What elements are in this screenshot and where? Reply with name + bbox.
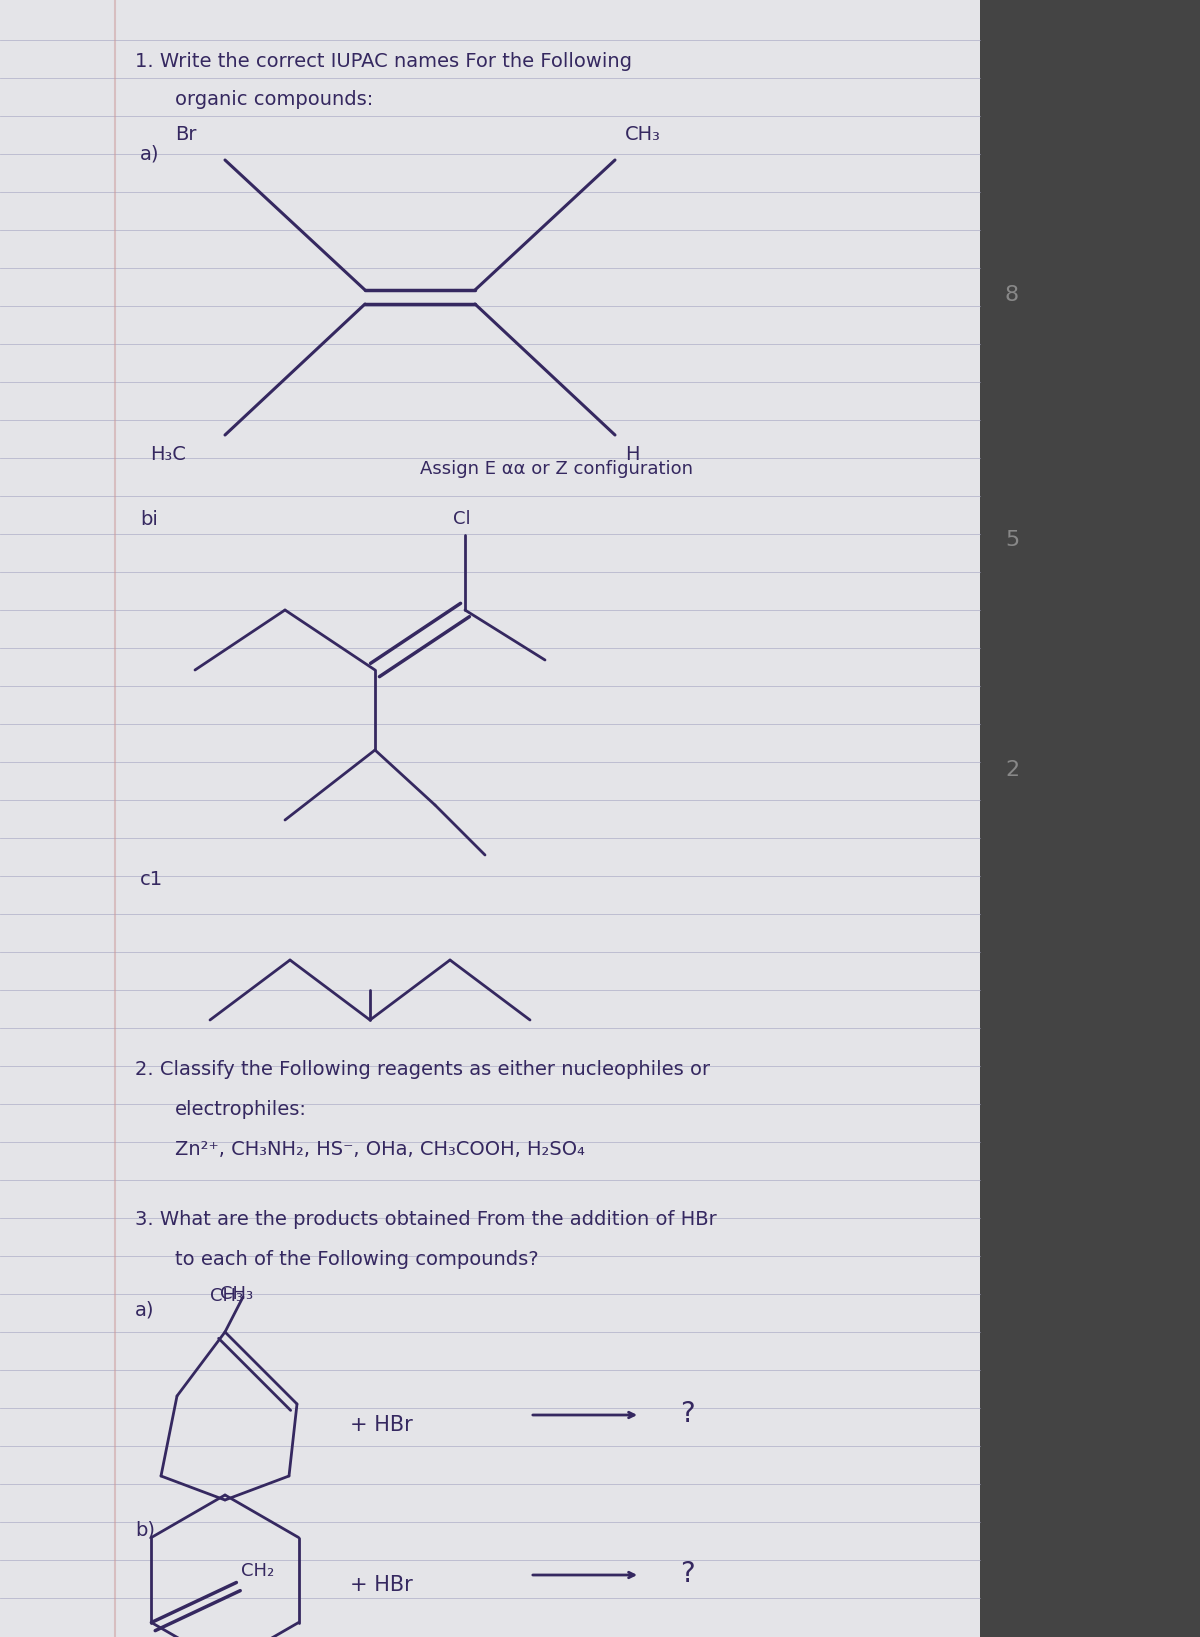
Text: CH₃: CH₃ bbox=[625, 124, 661, 144]
Text: Br: Br bbox=[175, 124, 197, 144]
Text: to each of the Following compounds?: to each of the Following compounds? bbox=[175, 1251, 539, 1269]
Text: CH₃: CH₃ bbox=[220, 1285, 253, 1303]
Text: H: H bbox=[625, 445, 640, 463]
Text: H₃C: H₃C bbox=[150, 445, 186, 463]
Text: 2. Classify the Following reagents as either nucleophiles or: 2. Classify the Following reagents as ei… bbox=[134, 1061, 710, 1079]
Text: 8: 8 bbox=[1006, 285, 1019, 304]
Text: CH₂: CH₂ bbox=[241, 1562, 275, 1580]
Text: 5: 5 bbox=[1006, 530, 1019, 550]
Text: ?: ? bbox=[680, 1560, 695, 1588]
Text: CH₃: CH₃ bbox=[210, 1287, 244, 1305]
Text: Zn²⁺, CH₃NH₂, HS⁻, OHa, CH₃COOH, H₂SO₄: Zn²⁺, CH₃NH₂, HS⁻, OHa, CH₃COOH, H₂SO₄ bbox=[175, 1139, 584, 1159]
Text: + HBr: + HBr bbox=[350, 1575, 413, 1594]
Text: Assign E αα or Z configuration: Assign E αα or Z configuration bbox=[420, 460, 694, 478]
Text: 2: 2 bbox=[1006, 760, 1019, 779]
Text: c1: c1 bbox=[140, 869, 163, 889]
Text: a): a) bbox=[134, 1300, 155, 1319]
Bar bbox=[0, 0, 980, 1637]
Text: organic compounds:: organic compounds: bbox=[175, 90, 373, 110]
Text: 3. What are the products obtained From the addition of HBr: 3. What are the products obtained From t… bbox=[134, 1210, 716, 1229]
Bar bbox=[980, 0, 1200, 1637]
Text: 1. Write the correct IUPAC names For the Following: 1. Write the correct IUPAC names For the… bbox=[134, 52, 632, 70]
Text: bi: bi bbox=[140, 511, 158, 529]
Text: ?: ? bbox=[680, 1400, 695, 1427]
Text: electrophiles:: electrophiles: bbox=[175, 1100, 307, 1120]
Text: b): b) bbox=[134, 1521, 155, 1539]
Text: a): a) bbox=[140, 146, 160, 164]
Text: + HBr: + HBr bbox=[350, 1414, 413, 1436]
Text: Cl: Cl bbox=[454, 511, 470, 529]
